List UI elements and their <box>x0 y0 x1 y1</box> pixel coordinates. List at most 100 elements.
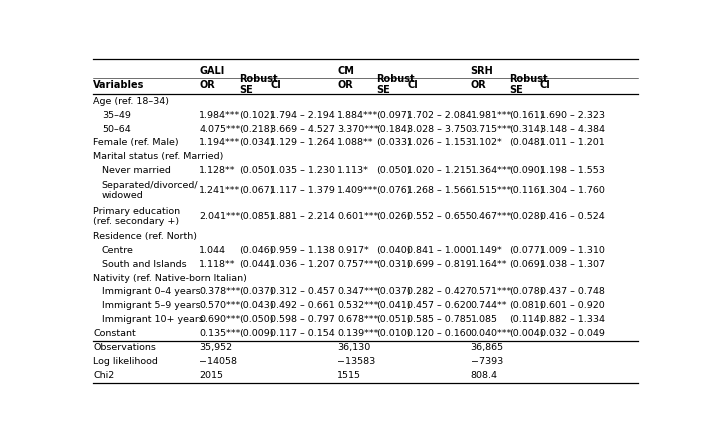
Text: 3.148 – 4.384: 3.148 – 4.384 <box>540 124 605 133</box>
Text: 0.416 – 0.524: 0.416 – 0.524 <box>540 212 605 221</box>
Text: (0.085): (0.085) <box>239 212 273 221</box>
Text: 1.241***: 1.241*** <box>200 186 241 195</box>
Text: (0.031): (0.031) <box>376 260 411 269</box>
Text: (0.114): (0.114) <box>509 315 544 324</box>
Text: (0.009): (0.009) <box>239 330 273 338</box>
Text: 3.715***: 3.715*** <box>471 124 512 133</box>
Text: (0.051): (0.051) <box>376 315 411 324</box>
Text: (0.116): (0.116) <box>509 186 544 195</box>
Text: 1.881 – 2.214: 1.881 – 2.214 <box>271 212 335 221</box>
Text: 0.347***: 0.347*** <box>337 287 378 296</box>
Text: Robust
SE: Robust SE <box>376 74 415 95</box>
Text: −7393: −7393 <box>471 357 503 366</box>
Text: 50–64: 50–64 <box>102 124 131 133</box>
Text: 0.040***: 0.040*** <box>471 330 512 338</box>
Text: (0.081): (0.081) <box>509 302 544 311</box>
Text: 1.088**: 1.088** <box>337 139 373 147</box>
Text: 1.409***: 1.409*** <box>337 186 378 195</box>
Text: Female (ref. Male): Female (ref. Male) <box>93 139 179 147</box>
Text: Robust
SE: Robust SE <box>239 74 278 95</box>
Text: (0.097): (0.097) <box>376 111 411 120</box>
Text: 1.884***: 1.884*** <box>337 111 378 120</box>
Text: 0.917*: 0.917* <box>337 245 369 254</box>
Text: 1.364***: 1.364*** <box>471 166 512 175</box>
Text: 1.128**: 1.128** <box>200 166 236 175</box>
Text: 0.135***: 0.135*** <box>200 330 241 338</box>
Text: (0.184): (0.184) <box>376 124 411 133</box>
Text: 1.690 – 2.323: 1.690 – 2.323 <box>540 111 605 120</box>
Text: 1.515***: 1.515*** <box>471 186 512 195</box>
Text: 0.032 – 0.049: 0.032 – 0.049 <box>540 330 605 338</box>
Text: Immigrant 0–4 years: Immigrant 0–4 years <box>102 287 200 296</box>
Text: OR: OR <box>200 79 215 90</box>
Text: Separated/divorced/
widowed: Separated/divorced/ widowed <box>102 181 199 200</box>
Text: (0.314): (0.314) <box>509 124 544 133</box>
Text: 0.532***: 0.532*** <box>337 302 378 311</box>
Text: 1.268 – 1.566: 1.268 – 1.566 <box>408 186 472 195</box>
Text: 1.026 – 1.153: 1.026 – 1.153 <box>408 139 472 147</box>
Text: 1.149*: 1.149* <box>471 245 503 254</box>
Text: Primary education
(ref. secondary +): Primary education (ref. secondary +) <box>93 206 180 226</box>
Text: 0.757***: 0.757*** <box>337 260 378 269</box>
Text: (0.046): (0.046) <box>239 245 273 254</box>
Text: Immigrant 10+ years: Immigrant 10+ years <box>102 315 204 324</box>
Text: 1.020 – 1.215: 1.020 – 1.215 <box>408 166 472 175</box>
Text: (0.044): (0.044) <box>239 260 273 269</box>
Text: 1.113*: 1.113* <box>337 166 369 175</box>
Text: 1.164**: 1.164** <box>471 260 507 269</box>
Text: 1.035 – 1.230: 1.035 – 1.230 <box>271 166 335 175</box>
Text: (0.040): (0.040) <box>376 245 411 254</box>
Text: Observations: Observations <box>93 343 156 353</box>
Text: (0.218): (0.218) <box>239 124 273 133</box>
Text: 0.690***: 0.690*** <box>200 315 241 324</box>
Text: 0.601 – 0.920: 0.601 – 0.920 <box>540 302 605 311</box>
Text: Log likelihood: Log likelihood <box>93 357 158 366</box>
Text: 0.312 – 0.457: 0.312 – 0.457 <box>271 287 335 296</box>
Text: (0.048): (0.048) <box>509 139 544 147</box>
Text: 3.669 – 4.527: 3.669 – 4.527 <box>271 124 335 133</box>
Text: (0.034): (0.034) <box>239 139 274 147</box>
Text: 0.492 – 0.661: 0.492 – 0.661 <box>271 302 335 311</box>
Text: Nativity (ref. Native-born Italian): Nativity (ref. Native-born Italian) <box>93 273 247 283</box>
Text: 0.467***: 0.467*** <box>471 212 512 221</box>
Text: (0.161): (0.161) <box>509 111 544 120</box>
Text: 0.117 – 0.154: 0.117 – 0.154 <box>271 330 335 338</box>
Text: Age (ref. 18–34): Age (ref. 18–34) <box>93 97 169 105</box>
Text: SRH: SRH <box>471 66 493 76</box>
Text: 1.044: 1.044 <box>200 245 226 254</box>
Text: −13583: −13583 <box>337 357 376 366</box>
Text: 0.601***: 0.601*** <box>337 212 378 221</box>
Text: 0.437 – 0.748: 0.437 – 0.748 <box>540 287 605 296</box>
Text: Marital status (ref. Married): Marital status (ref. Married) <box>93 152 224 162</box>
Text: 0.139***: 0.139*** <box>337 330 378 338</box>
Text: 1.117 – 1.379: 1.117 – 1.379 <box>271 186 335 195</box>
Text: CM: CM <box>337 66 354 76</box>
Text: Never married: Never married <box>102 166 170 175</box>
Text: (0.077): (0.077) <box>509 245 544 254</box>
Text: 1.085: 1.085 <box>471 315 498 324</box>
Text: 0.841 – 1.000: 0.841 – 1.000 <box>408 245 472 254</box>
Text: 35–49: 35–49 <box>102 111 131 120</box>
Text: 1.304 – 1.760: 1.304 – 1.760 <box>540 186 605 195</box>
Text: 1.981***: 1.981*** <box>471 111 512 120</box>
Text: 1515: 1515 <box>337 372 361 380</box>
Text: (0.037): (0.037) <box>376 287 411 296</box>
Text: Immigrant 5–9 years: Immigrant 5–9 years <box>102 302 200 311</box>
Text: Variables: Variables <box>93 79 145 90</box>
Text: 0.120 – 0.160: 0.120 – 0.160 <box>408 330 472 338</box>
Text: 1.011 – 1.201: 1.011 – 1.201 <box>540 139 605 147</box>
Text: 0.282 – 0.427: 0.282 – 0.427 <box>408 287 472 296</box>
Text: 0.552 – 0.655: 0.552 – 0.655 <box>408 212 472 221</box>
Text: Robust
SE: Robust SE <box>509 74 548 95</box>
Text: 0.699 – 0.819: 0.699 – 0.819 <box>408 260 472 269</box>
Text: Constant: Constant <box>93 330 136 338</box>
Text: 1.702 – 2.084: 1.702 – 2.084 <box>408 111 472 120</box>
Text: CI: CI <box>540 79 550 90</box>
Text: 1.129 – 1.264: 1.129 – 1.264 <box>271 139 335 147</box>
Text: 0.744**: 0.744** <box>471 302 507 311</box>
Text: 1.102*: 1.102* <box>471 139 503 147</box>
Text: 1.984***: 1.984*** <box>200 111 241 120</box>
Text: 1.009 – 1.310: 1.009 – 1.310 <box>540 245 605 254</box>
Text: 4.075***: 4.075*** <box>200 124 241 133</box>
Text: Chi2: Chi2 <box>93 372 114 380</box>
